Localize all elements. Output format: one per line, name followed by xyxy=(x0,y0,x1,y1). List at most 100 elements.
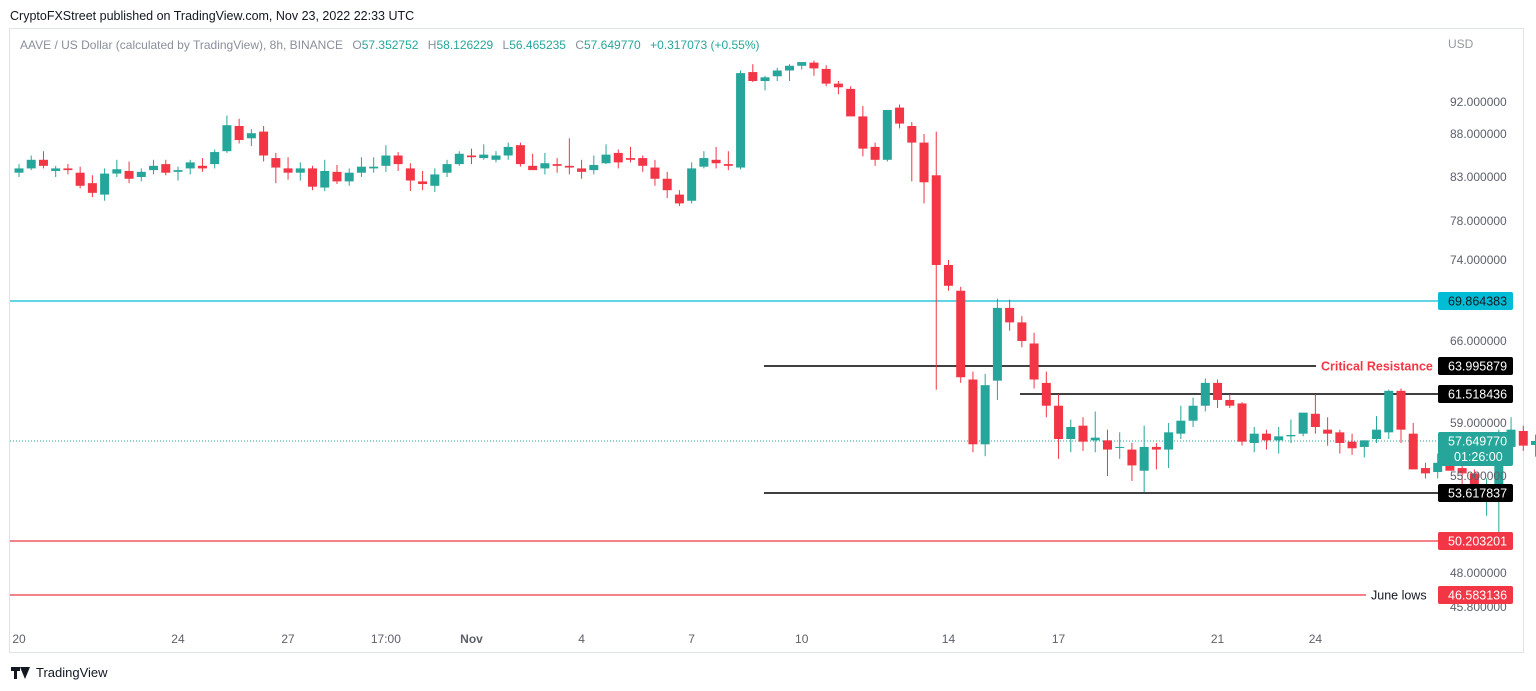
candle-body[interactable] xyxy=(1408,433,1418,470)
candle-body[interactable] xyxy=(467,155,477,158)
candle-body[interactable] xyxy=(185,162,195,169)
candle-body[interactable] xyxy=(479,154,489,159)
candle-body[interactable] xyxy=(124,170,134,179)
symbol-title[interactable]: AAVE / US Dollar (calculated by TradingV… xyxy=(20,38,344,52)
candle-body[interactable] xyxy=(1029,343,1039,380)
candle-body[interactable] xyxy=(992,307,1002,381)
candle-body[interactable] xyxy=(14,168,24,173)
candle-body[interactable] xyxy=(1372,429,1382,439)
candle-body[interactable] xyxy=(197,165,207,169)
candle-body[interactable] xyxy=(1298,412,1308,434)
candle-body[interactable] xyxy=(1188,405,1198,421)
candle-body[interactable] xyxy=(308,168,318,187)
candle-body[interactable] xyxy=(956,290,966,378)
candle-body[interactable] xyxy=(173,170,183,172)
candle-body[interactable] xyxy=(1433,462,1443,473)
candle-body[interactable] xyxy=(662,178,672,191)
candle-body[interactable] xyxy=(1151,446,1161,450)
candle-body[interactable] xyxy=(1457,468,1467,474)
candle-body[interactable] xyxy=(626,158,635,160)
candle-body[interactable] xyxy=(1261,433,1271,441)
candle-body[interactable] xyxy=(1102,440,1112,450)
candle-body[interactable] xyxy=(1323,429,1333,434)
candle-body[interactable] xyxy=(968,379,978,445)
candle-body[interactable] xyxy=(858,116,868,149)
candle-body[interactable] xyxy=(589,164,599,171)
candle-body[interactable] xyxy=(1115,446,1125,448)
candle-body[interactable] xyxy=(271,158,281,168)
candle-body[interactable] xyxy=(1237,403,1247,442)
candle-body[interactable] xyxy=(1005,307,1015,323)
candle-body[interactable] xyxy=(283,168,293,173)
candle-body[interactable] xyxy=(1090,437,1100,441)
candle-body[interactable] xyxy=(246,133,256,139)
candle-body[interactable] xyxy=(503,146,513,156)
candle-body[interactable] xyxy=(1531,440,1536,445)
candle-body[interactable] xyxy=(1200,382,1210,406)
candle-body[interactable] xyxy=(405,168,415,181)
candle-body[interactable] xyxy=(748,72,758,81)
candle-body[interactable] xyxy=(650,167,660,179)
candle-body[interactable] xyxy=(528,165,538,171)
candle-body[interactable] xyxy=(784,65,794,71)
candle-body[interactable] xyxy=(87,183,97,193)
candle-body[interactable] xyxy=(931,175,941,265)
candle-body[interactable] xyxy=(1420,468,1430,474)
candle-body[interactable] xyxy=(1249,433,1259,443)
candle-body[interactable] xyxy=(895,107,905,124)
candle-body[interactable] xyxy=(577,168,587,172)
candle-body[interactable] xyxy=(63,168,73,171)
candle-body[interactable] xyxy=(638,158,648,166)
candle-body[interactable] xyxy=(38,159,48,166)
candle-body[interactable] xyxy=(149,165,159,171)
candle-body[interactable] xyxy=(51,168,61,171)
candle-body[interactable] xyxy=(1310,413,1320,427)
candle-body[interactable] xyxy=(515,145,525,165)
candle-body[interactable] xyxy=(222,125,232,152)
candle-body[interactable] xyxy=(259,131,269,156)
candle-body[interactable] xyxy=(846,88,856,117)
candle-body[interactable] xyxy=(1347,441,1357,449)
candle-body[interactable] xyxy=(797,62,807,66)
candle-body[interactable] xyxy=(344,172,354,182)
candle-body[interactable] xyxy=(1274,436,1284,441)
candle-body[interactable] xyxy=(210,152,220,165)
candle-body[interactable] xyxy=(1396,390,1406,430)
candle-body[interactable] xyxy=(564,165,574,168)
tradingview-logo[interactable]: TradingView xyxy=(11,665,108,680)
candle-body[interactable] xyxy=(234,126,244,141)
candle-body[interactable] xyxy=(699,158,709,167)
candle-body[interactable] xyxy=(1041,382,1051,406)
candle-body[interactable] xyxy=(1384,390,1394,433)
candle-body[interactable] xyxy=(1054,405,1064,439)
candle-body[interactable] xyxy=(882,110,892,160)
candle-body[interactable] xyxy=(1469,473,1479,491)
candle-body[interactable] xyxy=(552,164,562,166)
candle-body[interactable] xyxy=(980,385,990,445)
candle-body[interactable] xyxy=(454,153,464,165)
candle-body[interactable] xyxy=(687,168,697,201)
candle-body[interactable] xyxy=(943,264,953,286)
candle-body[interactable] xyxy=(491,155,501,160)
candle-body[interactable] xyxy=(1225,399,1235,406)
candle-body[interactable] xyxy=(760,77,770,81)
candle-body[interactable] xyxy=(136,171,146,177)
candle-body[interactable] xyxy=(736,73,746,168)
candle-body[interactable] xyxy=(919,142,929,183)
candle-body[interactable] xyxy=(821,68,831,84)
candle-body[interactable] xyxy=(1335,432,1345,443)
candle-body[interactable] xyxy=(356,166,366,173)
candle-body[interactable] xyxy=(100,173,110,195)
candle-body[interactable] xyxy=(833,83,843,88)
candle-body[interactable] xyxy=(75,172,85,186)
candle-body[interactable] xyxy=(870,146,880,160)
candle-body[interactable] xyxy=(332,171,342,182)
candle-body[interactable] xyxy=(1359,440,1369,447)
candle-body[interactable] xyxy=(1066,426,1076,439)
candle-body[interactable] xyxy=(809,62,819,69)
candle-body[interactable] xyxy=(1213,382,1223,400)
candle-body[interactable] xyxy=(112,169,122,174)
candle-body[interactable] xyxy=(430,174,440,186)
candle-body[interactable] xyxy=(26,159,36,169)
